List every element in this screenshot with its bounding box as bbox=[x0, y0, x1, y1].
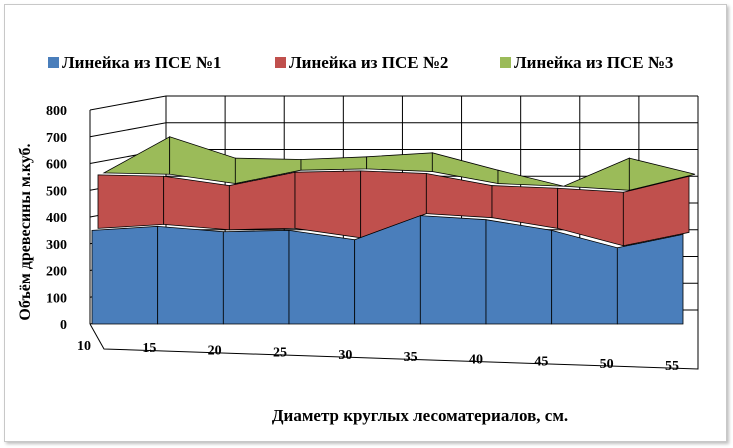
area-segment bbox=[102, 136, 171, 175]
y-tick-label: 800 bbox=[46, 104, 67, 119]
x-tick-label: 10 bbox=[77, 339, 91, 354]
y-tick-label: 400 bbox=[46, 211, 67, 226]
chart-areas bbox=[91, 136, 696, 325]
area-segment bbox=[157, 225, 224, 325]
x-tick-label: 25 bbox=[273, 346, 287, 361]
x-tick-label: 20 bbox=[208, 343, 222, 358]
y-tick-label: 500 bbox=[46, 184, 67, 199]
legend-item-3: Линейка из ПСЕ №3 bbox=[500, 53, 673, 72]
area-segment bbox=[551, 229, 618, 325]
x-axis-ticks: 10 15 20 25 30 35 40 45 50 55 bbox=[77, 339, 679, 374]
y-tick-label: 200 bbox=[46, 265, 67, 280]
area-segment bbox=[622, 175, 690, 247]
legend-swatch bbox=[48, 57, 59, 68]
x-axis-label: Диаметр круглых лесоматериалов, см. bbox=[272, 406, 568, 425]
x-tick-label: 50 bbox=[600, 357, 614, 372]
series-3-area bbox=[102, 136, 696, 191]
area-segment bbox=[91, 225, 159, 325]
area-segment bbox=[163, 175, 230, 231]
series-2-area bbox=[97, 170, 690, 247]
area-segment bbox=[288, 229, 356, 325]
y-tick-label: 300 bbox=[46, 238, 67, 253]
gridline-h bbox=[89, 122, 698, 138]
y-tick-label: 100 bbox=[46, 291, 67, 306]
area-segment bbox=[419, 215, 487, 325]
series-1-area bbox=[91, 215, 684, 325]
x-tick-label: 30 bbox=[338, 348, 352, 363]
area-segment bbox=[222, 229, 290, 325]
legend-item-1: Линейка из ПСЕ №1 bbox=[48, 53, 221, 72]
y-axis-ticks: 0 100 200 300 400 500 600 700 800 bbox=[46, 104, 67, 333]
area-segment bbox=[294, 170, 362, 239]
floor-edge bbox=[89, 310, 699, 370]
y-tick-label: 700 bbox=[46, 131, 67, 146]
gridline-h bbox=[89, 95, 698, 111]
x-tick-label: 55 bbox=[665, 359, 679, 374]
y-axis-label: Объём древесины м.куб. bbox=[17, 143, 34, 320]
legend-swatch bbox=[500, 57, 511, 68]
area-segment bbox=[300, 156, 368, 171]
area-segment bbox=[97, 174, 165, 229]
legend-label: Линейка из ПСЕ №1 bbox=[62, 53, 221, 72]
area-segment bbox=[616, 233, 684, 325]
area-segment bbox=[497, 169, 564, 187]
x-tick-label: 15 bbox=[142, 341, 156, 356]
y-tick-label: 0 bbox=[60, 318, 67, 333]
legend-swatch bbox=[275, 57, 286, 68]
area-segment bbox=[366, 152, 433, 172]
legend-label: Линейка из ПСЕ №3 bbox=[514, 53, 673, 72]
legend-item-2: Линейка из ПСЕ №2 bbox=[275, 53, 448, 72]
area-segment bbox=[485, 219, 553, 325]
area-segment bbox=[563, 157, 630, 191]
x-tick-label: 35 bbox=[404, 350, 418, 365]
x-tick-label: 45 bbox=[534, 355, 548, 370]
x-tick-label: 40 bbox=[469, 352, 483, 367]
y-tick-label: 600 bbox=[46, 158, 67, 173]
chart-legend: Линейка из ПСЕ №1 Линейка из ПСЕ №2 Линейк… bbox=[48, 53, 673, 72]
legend-label: Линейка из ПСЕ №2 bbox=[289, 53, 448, 72]
area-segment bbox=[628, 157, 696, 191]
